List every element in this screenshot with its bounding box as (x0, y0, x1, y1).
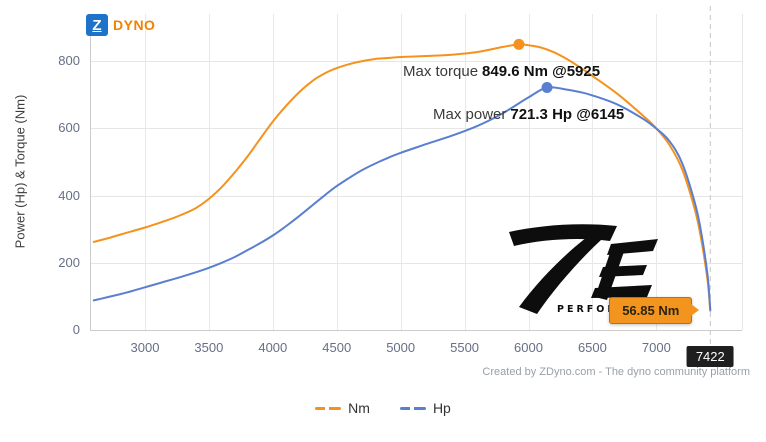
max-torque-label: Max torque (403, 63, 479, 80)
y-tick-label: 0 (72, 322, 80, 337)
legend-label-hp: Hp (432, 400, 451, 416)
x-tick-label: 5000 (386, 340, 416, 355)
y-tick-label: 800 (58, 53, 80, 69)
zdyno-z-icon: Z (86, 14, 108, 36)
max-torque-value: 849.6 Nm @5925 (482, 63, 601, 80)
max-power-label: Max power (433, 106, 507, 123)
cursor-tooltip: 56.85 Nm (609, 296, 700, 324)
zdyno-logo-text: DYNO (113, 17, 156, 33)
max-power-annotation: Max power 721.3 Hp @6145 (433, 106, 624, 123)
max-torque-annotation: Max torque 849.6 Nm @5925 (403, 63, 600, 80)
hp-line-swatch-icon (399, 406, 426, 410)
cursor-rpm-label: 7422 (686, 346, 734, 367)
x-tick-label: 4000 (258, 340, 288, 355)
zdyno-logo: Z DYNO (86, 14, 155, 36)
y-tick-label: 400 (58, 187, 80, 203)
legend-label-nm: Nm (348, 400, 370, 416)
je-performance-logo-mark (509, 224, 658, 314)
credit-text: Created by ZDyno.com - The dyno communit… (482, 366, 750, 378)
x-tick-label: 5500 (450, 340, 480, 355)
chart-legend: Nm Hp (0, 400, 766, 416)
series-line-Hp (92, 86, 712, 311)
x-tick-label: 6500 (577, 340, 607, 355)
legend-item-nm[interactable]: Nm (315, 400, 370, 416)
x-tick-label: 7000 (641, 340, 671, 355)
max-power-value: 721.3 Hp @6145 (510, 106, 625, 123)
y-tick-label: 200 (58, 254, 80, 270)
x-tick-label: 3000 (130, 340, 160, 355)
x-tick-label: 4500 (322, 340, 352, 355)
legend-item-hp[interactable]: Hp (399, 400, 451, 416)
nm-line-swatch-icon (315, 406, 342, 410)
peak-dot-Nm (513, 38, 525, 50)
x-tick-label: 3500 (194, 340, 224, 355)
series-line-Nm (92, 43, 712, 312)
peak-dot-Hp (541, 82, 553, 94)
y-tick-label: 600 (58, 120, 80, 136)
x-tick-label: 6000 (514, 340, 543, 355)
cursor-tooltip-value: 56.85 Nm (622, 302, 680, 318)
